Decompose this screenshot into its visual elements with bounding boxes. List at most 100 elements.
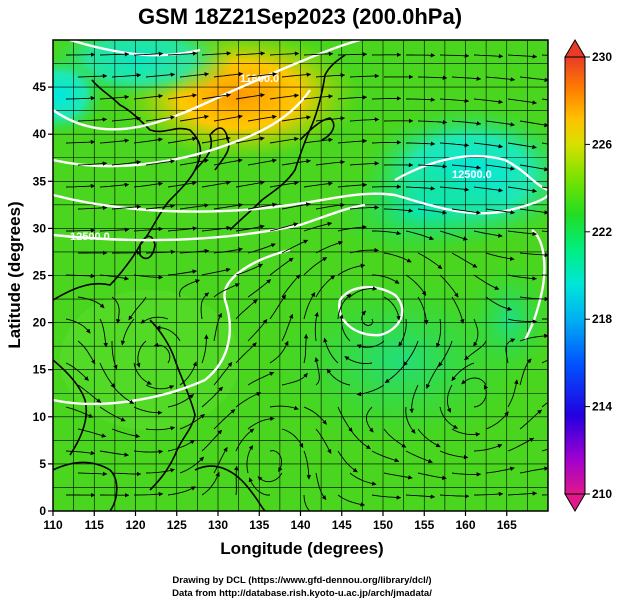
streamline [473,53,504,59]
x-tick-label: 115 [85,518,105,532]
streamline [201,267,231,276]
streamline [507,274,537,281]
streamline [485,208,516,215]
streamline [235,392,262,408]
streamline [65,139,96,145]
streamline [425,362,441,389]
streamline [269,340,289,364]
japan-coast [229,54,346,231]
streamline [451,362,475,382]
streamline [507,491,538,496]
streamline [145,115,175,122]
streamline [269,222,299,232]
colorbar-tick-label: 218 [592,312,612,326]
streamline [128,296,147,321]
streamline [65,273,96,279]
streamline [315,472,327,500]
streamline [213,114,243,122]
streamline [167,226,198,232]
streamline [451,428,481,437]
streamline [356,384,385,397]
streamline [473,230,503,238]
streamline [111,204,142,210]
streamline [77,428,107,438]
streamline [326,368,351,386]
streamline [213,203,243,210]
streamline [303,181,333,188]
streamline [145,72,176,78]
streamline [439,98,470,104]
streamline [315,275,336,298]
streamline [213,362,233,386]
streamline [111,116,142,122]
streamline [417,472,447,480]
streamline [281,239,309,254]
streamline [145,468,175,474]
streamline [65,183,96,189]
streamline [99,94,130,100]
streamline [65,450,96,456]
streamline [403,340,419,367]
streamline [281,158,311,166]
streamline [179,248,210,254]
streamline [337,95,368,100]
streamline [235,92,265,100]
streamline [383,428,407,448]
y-axis-ticks: 0 5 10 15 20 25 30 35 40 45 [33,80,53,518]
colorbar-tick-label: 210 [592,487,612,501]
streamline [337,406,353,433]
streamline [337,52,368,57]
streamline [519,208,548,215]
streamline [417,252,443,270]
streamline [133,93,164,100]
streamline [349,205,380,210]
streamline [349,161,380,166]
streamline [247,279,272,298]
streamline [213,158,243,166]
streamline [269,257,294,276]
streamline [356,340,385,349]
streamline [99,182,130,188]
streamline [213,312,222,342]
contour-12500-south [394,154,548,192]
streamline [541,359,548,364]
streamline [235,342,257,364]
streamline [133,137,163,144]
streamline [235,299,258,320]
streamline [541,448,548,452]
streamline [519,358,532,386]
streamline [77,340,96,365]
streamline [257,472,283,483]
contour-11800 [53,40,361,131]
indochina-coast [53,359,88,456]
streamline [485,466,515,474]
streamline [235,428,255,452]
streamline [269,51,300,56]
streamline [485,252,515,261]
streamline [65,362,89,381]
streamline [406,141,436,146]
streamline [77,73,108,79]
streamline [167,486,196,496]
streamline [99,362,116,388]
streamline [201,180,231,188]
taiwan-coast [139,235,156,260]
streamline [461,377,487,386]
streamline [303,221,333,232]
streamline [473,274,500,290]
streamline [247,114,277,122]
streamline [519,252,548,258]
streamline [133,449,164,455]
streamline [507,437,535,452]
streamline [140,316,169,324]
streamline [248,477,270,496]
streamline [361,310,374,327]
streamline [77,296,105,309]
streamline [303,494,311,511]
streamline [99,274,129,281]
streamline [337,182,368,188]
streamline [145,249,176,255]
streamline [111,160,142,166]
streamline [111,296,121,324]
streamline [371,140,402,145]
